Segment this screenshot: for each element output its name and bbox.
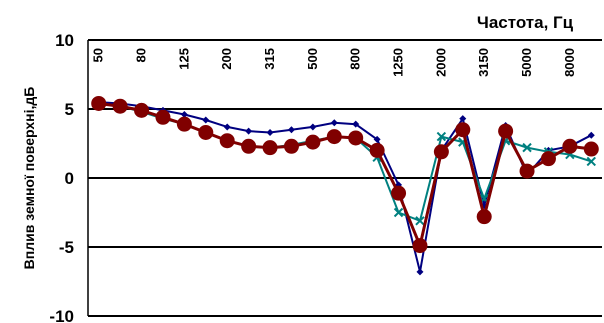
data-point	[436, 131, 447, 142]
data-point	[266, 128, 274, 136]
data-point	[415, 216, 425, 226]
x-tick-label: 3150	[476, 48, 491, 77]
x-tick-label: 500	[305, 48, 320, 70]
data-point	[219, 133, 235, 149]
x-axis-title: Частота, Гц	[477, 13, 574, 32]
data-point	[412, 238, 428, 254]
data-point	[155, 109, 171, 125]
y-tick-label: -10	[49, 307, 74, 323]
x-tick-label: 125	[176, 48, 191, 70]
data-point	[112, 98, 128, 114]
grid-lines	[87, 39, 602, 317]
x-tick-label: 800	[348, 48, 363, 70]
data-point	[373, 135, 381, 143]
x-tick-label: 200	[219, 48, 234, 70]
data-point	[176, 116, 192, 132]
y-axis-title: Вплив земної поверхні,дБ	[21, 87, 37, 270]
x-tick-label: 1250	[391, 48, 406, 77]
data-point	[459, 115, 467, 123]
data-point	[522, 142, 532, 153]
data-point	[352, 120, 360, 128]
data-point	[180, 111, 188, 119]
data-point	[245, 127, 253, 135]
data-series	[91, 95, 599, 276]
data-point	[562, 138, 578, 154]
y-tick-label: -5	[59, 238, 74, 257]
x-tick-label: 50	[91, 48, 106, 62]
data-point	[416, 268, 424, 276]
data-point	[202, 116, 210, 124]
x-tick-labels: 50 80 125 200 315 500 800 1250 2000 3150 5000 8000	[91, 48, 577, 77]
data-point	[305, 134, 321, 150]
data-point	[476, 209, 492, 225]
data-point	[455, 122, 471, 138]
data-point	[498, 123, 514, 139]
data-point	[198, 124, 214, 140]
y-tick-labels: 10 5 0 -5 -10	[49, 31, 74, 323]
data-point	[583, 141, 599, 157]
y-tick-label: 10	[55, 31, 74, 50]
data-point	[134, 102, 150, 118]
data-point	[223, 123, 231, 131]
x-tick-label: 2000	[433, 48, 448, 77]
x-tick-label: 315	[262, 48, 277, 70]
data-point	[348, 130, 364, 146]
data-point	[287, 126, 295, 134]
series-1	[95, 98, 595, 276]
data-point	[540, 151, 556, 167]
data-point	[330, 119, 338, 127]
y-tick-label: 0	[65, 169, 74, 188]
data-point	[283, 138, 299, 154]
data-point	[309, 123, 317, 131]
data-point	[262, 140, 278, 156]
data-point	[586, 156, 596, 167]
data-point	[587, 131, 595, 139]
data-point	[391, 185, 407, 201]
data-point	[241, 138, 257, 154]
data-point	[519, 163, 535, 179]
data-point	[393, 207, 404, 218]
series-line	[98, 102, 592, 251]
x-tick-label: 8000	[562, 48, 577, 77]
series-3	[91, 95, 599, 254]
data-point	[91, 95, 107, 111]
data-point	[433, 144, 449, 160]
data-point	[326, 129, 342, 145]
y-tick-label: 5	[65, 100, 74, 119]
x-tick-label: 5000	[519, 48, 534, 77]
x-tick-label: 80	[134, 48, 149, 62]
data-point	[369, 142, 385, 158]
